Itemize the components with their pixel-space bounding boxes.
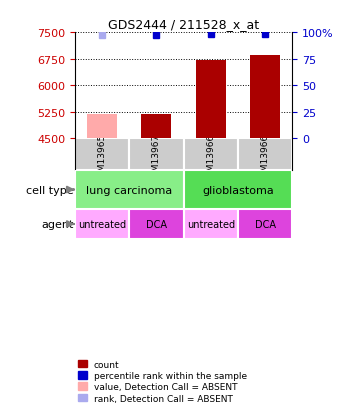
Text: untreated: untreated <box>78 219 126 230</box>
Text: GSM139658: GSM139658 <box>98 127 106 182</box>
Text: untreated: untreated <box>187 219 235 230</box>
Text: lung carcinoma: lung carcinoma <box>86 185 172 195</box>
Text: GSM139665: GSM139665 <box>261 127 270 182</box>
Text: agent: agent <box>41 219 74 230</box>
Text: GSM139670: GSM139670 <box>152 127 161 182</box>
FancyBboxPatch shape <box>238 139 292 171</box>
Text: cell type: cell type <box>26 185 74 195</box>
Bar <box>141 114 171 139</box>
Bar <box>238 209 292 240</box>
Text: DCA: DCA <box>255 219 276 230</box>
Bar <box>184 209 238 240</box>
Legend: count, percentile rank within the sample, value, Detection Call = ABSENT, rank, : count, percentile rank within the sample… <box>76 358 249 404</box>
Bar <box>250 56 280 139</box>
Bar <box>75 171 184 209</box>
Bar <box>87 115 117 139</box>
FancyBboxPatch shape <box>75 139 129 171</box>
Title: GDS2444 / 211528_x_at: GDS2444 / 211528_x_at <box>108 17 259 31</box>
Bar <box>184 171 292 209</box>
FancyBboxPatch shape <box>129 139 184 171</box>
Bar <box>196 61 226 139</box>
FancyBboxPatch shape <box>184 139 238 171</box>
Text: glioblastoma: glioblastoma <box>202 185 274 195</box>
Text: GSM139662: GSM139662 <box>206 128 215 182</box>
Text: DCA: DCA <box>146 219 167 230</box>
Bar <box>75 209 129 240</box>
Bar <box>129 209 184 240</box>
